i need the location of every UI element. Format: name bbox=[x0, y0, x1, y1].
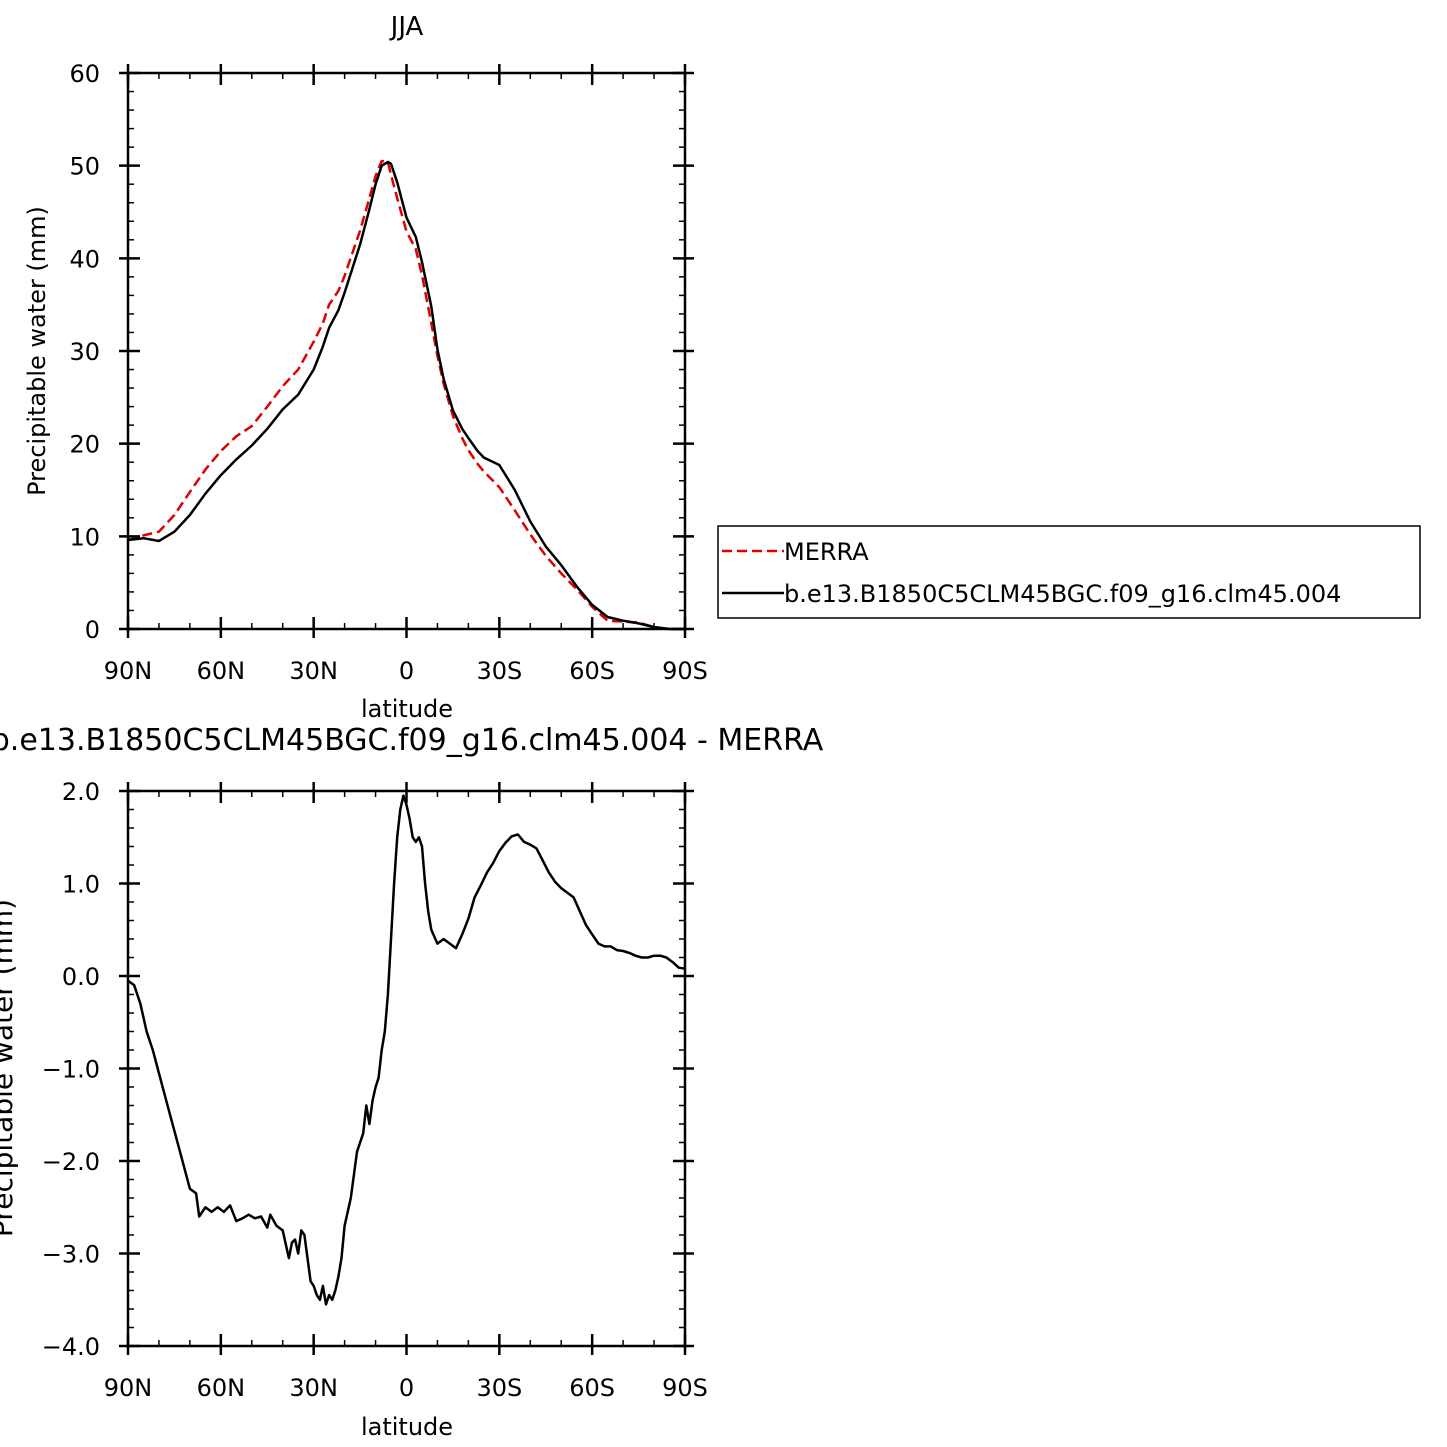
top-series-group bbox=[127, 159, 685, 631]
bottom-y-tick-label: −4.0 bbox=[42, 1333, 100, 1361]
bottom-chart-title: b.e13.B1850C5CLM45BGC.f09_g16.clm45.004 … bbox=[0, 723, 824, 758]
legend-box bbox=[717, 525, 1421, 619]
top-x-tick-label: 0 bbox=[399, 657, 414, 685]
top-x-tick-label: 90N bbox=[104, 657, 153, 685]
bottom-y-tick-label: 2.0 bbox=[62, 778, 100, 806]
top-y-tick-label: 30 bbox=[69, 338, 100, 366]
top-plot-frame bbox=[126, 71, 687, 631]
top-x-tick-label: 90S bbox=[662, 657, 708, 685]
top-x-tick-label: 60N bbox=[197, 657, 246, 685]
bottom-y-tick-label: −1.0 bbox=[42, 1056, 100, 1084]
bottom-series-group bbox=[127, 794, 686, 1306]
top-chart: JJA 90N 60N 30N 0 30S 60S 90S 0 10 20 30 40 50 60 lat… bbox=[23, 12, 1421, 723]
top-y-tick-label: 0 bbox=[85, 616, 100, 644]
top-chart-title: JJA bbox=[389, 12, 424, 42]
bottom-x-tick-label: 90S bbox=[662, 1374, 708, 1402]
top-x-tick-label: 30N bbox=[289, 657, 338, 685]
legend-label-merra: MERRA bbox=[784, 538, 869, 566]
bottom-y-tick-label: −3.0 bbox=[42, 1241, 100, 1269]
top-tick-group: 90N 60N 30N 0 30S 60S 90S 0 10 20 30 40 50 60 bbox=[69, 60, 707, 685]
top-series-line-1 bbox=[127, 159, 685, 631]
bottom-chart: b.e13.B1850C5CLM45BGC.f09_g16.clm45.004 … bbox=[0, 723, 824, 1441]
legend-label-model: b.e13.B1850C5CLM45BGC.f09_g16.clm45.004 bbox=[784, 580, 1341, 608]
top-x-axis-label: latitude bbox=[361, 695, 453, 723]
bottom-series-line-1 bbox=[127, 794, 686, 1306]
bottom-x-axis-label: latitude bbox=[361, 1413, 453, 1441]
bottom-tick-group: 90N 60N 30N 0 30S 60S 90S 2.0 1.0 0.0 −1.0 −2.0 −3.0… bbox=[42, 778, 708, 1402]
top-y-axis-label: Precipitable water (mm) bbox=[23, 206, 51, 496]
bottom-plot-frame bbox=[126, 789, 687, 1348]
bottom-x-tick-label: 30N bbox=[289, 1374, 338, 1402]
top-y-tick-label: 50 bbox=[69, 153, 100, 181]
bottom-x-tick-label: 60N bbox=[197, 1374, 246, 1402]
bottom-y-tick-label: 1.0 bbox=[62, 871, 100, 899]
bottom-y-axis-label: Precipitable water (mm) bbox=[0, 899, 19, 1237]
bottom-x-tick-label: 30S bbox=[476, 1374, 522, 1402]
top-series-line-2 bbox=[127, 160, 685, 631]
bottom-y-tick-label: 0.0 bbox=[62, 963, 100, 991]
bottom-x-tick-label: 60S bbox=[569, 1374, 615, 1402]
bottom-y-tick-label: −2.0 bbox=[42, 1148, 100, 1176]
top-x-tick-label: 30S bbox=[476, 657, 522, 685]
top-x-tick-label: 60S bbox=[569, 657, 615, 685]
legend: MERRA b.e13.B1850C5CLM45BGC.f09_g16.clm4… bbox=[717, 525, 1421, 619]
top-y-tick-label: 20 bbox=[69, 431, 100, 459]
top-y-tick-label: 40 bbox=[69, 245, 100, 273]
top-y-tick-label: 60 bbox=[69, 60, 100, 88]
top-y-tick-label: 10 bbox=[69, 523, 100, 551]
bottom-x-tick-label: 0 bbox=[399, 1374, 414, 1402]
bottom-x-tick-label: 90N bbox=[104, 1374, 153, 1402]
